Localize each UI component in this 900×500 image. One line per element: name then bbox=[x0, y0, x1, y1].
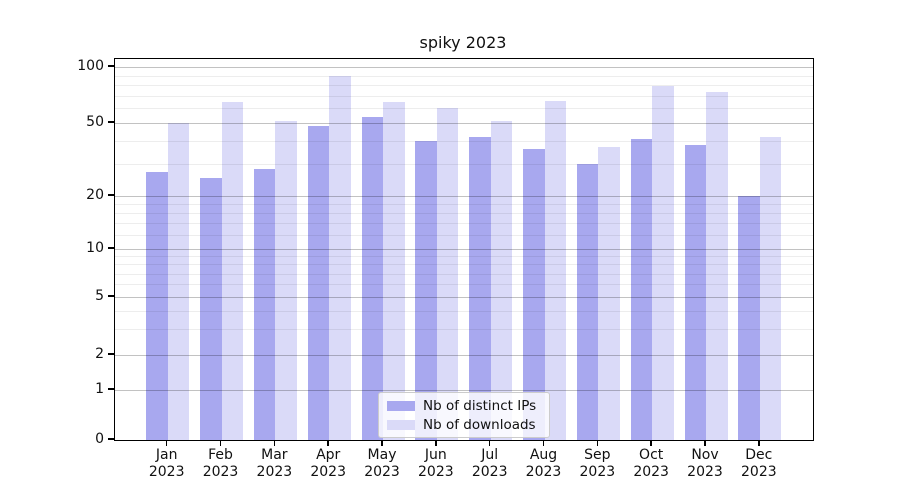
legend-swatch-downloads bbox=[387, 419, 415, 430]
bar-ips-mar bbox=[253, 169, 276, 440]
y-axis-tick-mark bbox=[108, 438, 114, 440]
legend-item-downloads: Nb of downloads bbox=[387, 417, 541, 433]
gridline-minor bbox=[115, 284, 813, 286]
gridline-minor bbox=[115, 75, 813, 77]
x-axis-tick-label-jul: Jul 2023 bbox=[471, 447, 508, 480]
legend: Nb of distinct IPs Nb of downloads bbox=[378, 392, 550, 438]
plot-area bbox=[114, 58, 814, 441]
bar-downloads-feb bbox=[221, 101, 244, 440]
bar-ips-sep bbox=[576, 163, 599, 440]
gridline-minor bbox=[115, 273, 813, 275]
y-axis-tick-label: 2 bbox=[95, 346, 104, 362]
gridline-minor bbox=[115, 108, 813, 110]
legend-swatch-distinct-ips bbox=[387, 400, 415, 411]
bar-downloads-jul bbox=[490, 121, 513, 440]
bar-ips-feb bbox=[200, 178, 222, 440]
x-axis-tick-label-oct: Oct 2023 bbox=[633, 447, 669, 480]
y-axis-tick-mark bbox=[108, 353, 114, 355]
x-axis-tick-mark bbox=[596, 441, 599, 446]
bar-downloads-sep bbox=[598, 147, 620, 440]
x-axis-tick-mark bbox=[165, 441, 168, 446]
gridline-minor bbox=[115, 223, 813, 225]
bar-ips-jun bbox=[415, 140, 437, 440]
bar-downloads-aug bbox=[544, 100, 566, 440]
bar-ips-apr bbox=[307, 126, 330, 440]
x-axis-tick-label-mar: Mar 2023 bbox=[256, 447, 293, 480]
bar-ips-may bbox=[361, 116, 384, 440]
bar-ips-nov bbox=[684, 144, 706, 440]
bar-downloads-jan bbox=[167, 123, 190, 440]
y-axis-tick-label: 10 bbox=[86, 240, 104, 256]
x-axis-tick-label-feb: Feb 2023 bbox=[202, 447, 239, 480]
gridline-minor bbox=[115, 235, 813, 237]
y-axis-tick-label: 0 bbox=[95, 431, 104, 447]
x-axis-tick-label-sep: Sep 2023 bbox=[579, 447, 616, 480]
gridline-minor bbox=[115, 213, 813, 215]
gridline-major bbox=[115, 196, 813, 197]
y-axis-tick-mark bbox=[108, 65, 114, 67]
x-axis-tick-mark bbox=[704, 441, 706, 446]
gridline-major bbox=[115, 390, 813, 391]
gridline-major bbox=[115, 355, 813, 356]
x-axis-tick-mark bbox=[435, 441, 437, 446]
y-axis-tick-mark bbox=[108, 388, 114, 390]
bar-downloads-mar bbox=[275, 121, 297, 440]
bar-downloads-apr bbox=[329, 76, 351, 440]
gridline-minor bbox=[115, 140, 813, 142]
y-axis-tick-label: 20 bbox=[86, 187, 104, 203]
x-axis-tick-mark bbox=[542, 441, 545, 446]
bar-downloads-jun bbox=[436, 108, 459, 440]
y-axis-tick-label: 5 bbox=[95, 288, 104, 304]
x-axis-tick-label-dec: Dec 2023 bbox=[741, 447, 777, 480]
bar-ips-dec bbox=[738, 196, 760, 440]
x-axis-tick-label-jan: Jan 2023 bbox=[148, 447, 185, 480]
x-axis-tick-mark bbox=[758, 441, 760, 446]
y-axis-tick-label: 50 bbox=[86, 114, 104, 130]
bar-ips-oct bbox=[630, 138, 653, 440]
y-axis-tick-mark bbox=[108, 295, 114, 297]
gridline-major bbox=[115, 249, 813, 250]
gridline-minor bbox=[115, 311, 813, 313]
gridline-major bbox=[115, 67, 813, 68]
x-axis-tick-mark bbox=[381, 441, 383, 446]
x-axis-tick-mark bbox=[650, 441, 652, 446]
bar-ips-aug bbox=[523, 149, 545, 440]
bar-downloads-dec bbox=[759, 136, 782, 440]
bar-ips-jan bbox=[146, 172, 168, 440]
x-axis-tick-mark bbox=[273, 441, 276, 446]
x-axis-tick-label-jun: Jun 2023 bbox=[418, 447, 454, 480]
bar-downloads-oct bbox=[652, 86, 674, 440]
legend-item-distinct-ips: Nb of distinct IPs bbox=[387, 398, 541, 414]
x-axis-tick-mark bbox=[219, 441, 222, 446]
gridline-minor bbox=[115, 95, 813, 97]
chart-title: spiky 2023 bbox=[419, 33, 507, 52]
gridline-major bbox=[115, 297, 813, 298]
bar-downloads-may bbox=[383, 101, 405, 440]
y-axis-tick-mark bbox=[108, 121, 114, 123]
bar-ips-jul bbox=[469, 136, 491, 440]
y-axis-tick-label: 100 bbox=[77, 58, 104, 74]
gridline-minor bbox=[115, 204, 813, 206]
x-axis-tick-label-aug: Aug 2023 bbox=[525, 447, 562, 480]
gridline-minor bbox=[115, 256, 813, 258]
gridline-major bbox=[115, 123, 813, 124]
gridline-minor bbox=[115, 264, 813, 266]
gridline-minor bbox=[115, 329, 813, 331]
gridline-minor bbox=[115, 163, 813, 165]
y-axis-tick-mark bbox=[108, 247, 114, 249]
x-axis-tick-label-apr: Apr 2023 bbox=[310, 447, 346, 480]
bar-downloads-nov bbox=[706, 92, 728, 440]
x-axis-tick-label-may: May 2023 bbox=[364, 447, 400, 480]
x-axis-tick-label-nov: Nov 2023 bbox=[687, 447, 723, 480]
x-axis-tick-mark bbox=[488, 441, 491, 446]
legend-label-downloads: Nb of downloads bbox=[423, 416, 536, 433]
y-axis-tick-mark bbox=[108, 194, 114, 196]
y-axis-tick-label: 1 bbox=[95, 381, 104, 397]
x-axis-tick-mark bbox=[327, 441, 329, 446]
legend-label-distinct-ips: Nb of distinct IPs bbox=[423, 397, 537, 414]
gridline-minor bbox=[115, 85, 813, 87]
